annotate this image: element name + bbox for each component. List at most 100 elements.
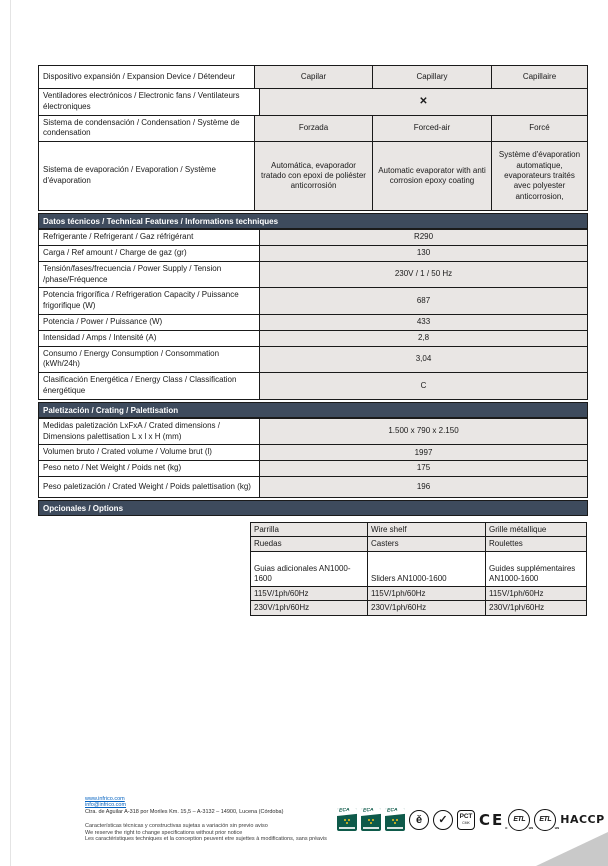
- table-row: Ventiladores electrónicos / Electronic f…: [39, 89, 587, 116]
- option-cell-fr: Grille métallique: [486, 522, 586, 537]
- value-cell: C: [260, 373, 587, 399]
- row-label: Potencia / Power / Puissance (W): [39, 314, 260, 330]
- crating-table: Medidas paletización LxFxA / Crated dime…: [38, 417, 588, 498]
- eca-certification-badge-icon: ECA: [337, 808, 357, 831]
- options-table: Parrilla Wire shelf Grille métallique Ru…: [250, 521, 587, 616]
- certification-logos: ECA ECA ECA ě ✓ РСТ CMK CE c ETL us ETL …: [337, 808, 605, 831]
- row-label: Sistema de evaporación / Evaporation / S…: [39, 142, 255, 211]
- table-row: Peso paletización / Crated Weight / Poid…: [39, 476, 587, 498]
- option-cell-es: Guias adicionales AN1000-1600: [251, 551, 368, 586]
- row-label: Consumo / Energy Consumption / Consommat…: [39, 346, 260, 373]
- table-row: Potencia frigorífica / Refrigeration Cap…: [39, 288, 587, 315]
- eca-certification-badge-icon: ECA: [385, 808, 405, 831]
- option-cell-en: Sliders AN1000-1600: [368, 551, 486, 586]
- option-cell-es: Parrilla: [251, 522, 368, 537]
- row-label: Carga / Ref amount / Charge de gaz (gr): [39, 245, 260, 261]
- table-row: Peso neto / Net Weight / Poids net (kg) …: [39, 461, 587, 477]
- option-cell-es: 230V/1ph/60Hz: [251, 601, 368, 615]
- gost-rst-mark-icon: РСТ CMK: [457, 809, 475, 830]
- section-header-technical: Datos técnicos / Technical Features / In…: [38, 213, 588, 230]
- row-label: Medidas paletización LxFxA / Crated dime…: [39, 418, 260, 445]
- value-cell: 1997: [260, 445, 587, 461]
- table-row: Clasificación Energética / Energy Class …: [39, 373, 587, 400]
- value-cell: 130: [260, 245, 587, 261]
- company-address: Ctra. de Aguilar A-318 por Moriles Km. 1…: [85, 808, 284, 815]
- table-row: Tensión/fases/frecuencia / Power Supply …: [39, 261, 587, 289]
- value-cell-en: Forced-air: [373, 115, 492, 142]
- option-cell-en: Casters: [368, 537, 486, 551]
- row-label: Clasificación Energética / Energy Class …: [39, 373, 260, 399]
- row-label: Tensión/fases/frecuencia / Power Supply …: [39, 261, 260, 288]
- table-row: Consumo / Energy Consumption / Consommat…: [39, 346, 587, 374]
- value-cell: 3,04: [260, 346, 587, 373]
- option-cell-es: 115V/1ph/60Hz: [251, 586, 368, 601]
- value-cell-fr: Forcé: [492, 115, 587, 142]
- table-row: Dispositivo expansión / Expansion Device…: [39, 66, 587, 89]
- ce-mark-icon: CE: [479, 810, 505, 829]
- table-row: Volumen bruto / Crated volume / Volume b…: [39, 445, 587, 462]
- option-cell-en: Wire shelf: [368, 522, 486, 537]
- value-cell: 1.500 x 790 x 2.150: [260, 418, 587, 445]
- website-link[interactable]: www.infrico.com: [85, 796, 125, 802]
- table-row: Sistema de condensación / Condensation /…: [39, 115, 587, 143]
- row-label: Volumen bruto / Crated volume / Volume b…: [39, 445, 260, 461]
- etl-mark-icon: ETL us: [534, 808, 559, 831]
- option-cell-fr: Roulettes: [486, 537, 586, 551]
- value-cell-es: Capilar: [255, 66, 373, 88]
- option-row: 230V/1ph/60Hz 230V/1ph/60Hz 230V/1ph/60H…: [251, 601, 586, 616]
- option-cell-fr: Guides supplémentaires AN1000-1600: [486, 551, 586, 586]
- row-label: Potencia frigorífica / Refrigeration Cap…: [39, 288, 260, 314]
- value-cell-en: Capillary: [373, 66, 492, 88]
- table-row: Refrigerante / Refrigerant / Gaz réfrigé…: [39, 230, 587, 246]
- eca-certification-badge-icon: ECA: [361, 808, 381, 831]
- page-scan-edge: [10, 0, 11, 866]
- value-cell: 687: [260, 288, 587, 314]
- spec-continuation-table: Dispositivo expansión / Expansion Device…: [38, 65, 588, 212]
- option-cell-en: 230V/1ph/60Hz: [368, 601, 486, 615]
- row-label: Sistema de condensación / Condensation /…: [39, 115, 255, 142]
- row-label: Refrigerante / Refrigerant / Gaz réfrigé…: [39, 230, 260, 245]
- cross-mark: ✕: [260, 89, 587, 115]
- value-cell-fr: Capillaire: [492, 66, 587, 88]
- option-cell-fr: 115V/1ph/60Hz: [486, 586, 586, 601]
- spec-document: Dispositivo expansión / Expansion Device…: [38, 65, 588, 616]
- section-header-options: Opcionales / Options: [38, 499, 588, 516]
- table-row: Medidas paletización LxFxA / Crated dime…: [39, 418, 587, 446]
- esc-certification-mark-icon: ě: [409, 809, 429, 830]
- section-header-crating: Paletización / Crating / Palettisation: [38, 401, 588, 418]
- option-cell-fr: 230V/1ph/60Hz: [486, 601, 586, 615]
- table-row: Potencia / Power / Puissance (W) 433: [39, 314, 587, 331]
- table-row: Sistema de evaporación / Evaporation / S…: [39, 142, 587, 212]
- row-label: Peso neto / Net Weight / Poids net (kg): [39, 461, 260, 476]
- disclaimer-en: We reserve the right to change specifica…: [85, 829, 243, 836]
- value-cell-es: Automática, evaporador tratado con epoxi…: [255, 142, 373, 211]
- table-row: Carga / Ref amount / Charge de gaz (gr) …: [39, 245, 587, 262]
- value-cell-es: Forzada: [255, 115, 373, 142]
- value-cell-en: Automatic evaporator with anti corrosion…: [373, 142, 492, 211]
- cetl-mark-icon: c ETL us: [505, 808, 533, 831]
- value-cell: R290: [260, 230, 587, 245]
- option-cell-es: Ruedas: [251, 537, 368, 551]
- technical-table: Refrigerante / Refrigerant / Gaz réfrigé…: [38, 229, 588, 400]
- option-row: Guias adicionales AN1000-1600 Sliders AN…: [251, 551, 586, 587]
- disclaimer-es: Características técnicas y constructivas…: [85, 823, 268, 830]
- table-row: Intensidad / Amps / Intensité (A) 2,8: [39, 330, 587, 347]
- value-cell-fr: Système d'évaporation automatique, evapo…: [492, 142, 587, 211]
- email-link[interactable]: info@infrico.com: [85, 802, 127, 809]
- disclaimer-fr: Les caractéristiques techniques et la co…: [85, 836, 327, 843]
- option-row: Ruedas Casters Roulettes: [251, 537, 586, 552]
- page-corner-fold: [536, 832, 608, 866]
- row-label: Ventiladores electrónicos / Electronic f…: [39, 89, 260, 115]
- value-cell: 175: [260, 461, 587, 476]
- value-cell: 2,8: [260, 330, 587, 346]
- value-cell: 230V / 1 / 50 Hz: [260, 261, 587, 288]
- row-label: Peso paletización / Crated Weight / Poid…: [39, 476, 260, 497]
- row-label: Dispositivo expansión / Expansion Device…: [39, 66, 255, 88]
- option-row: Parrilla Wire shelf Grille métallique: [251, 522, 586, 538]
- haccp-label: HACCP: [560, 813, 605, 826]
- row-label: Intensidad / Amps / Intensité (A): [39, 330, 260, 346]
- value-cell: 433: [260, 314, 587, 330]
- value-cell: 196: [260, 476, 587, 497]
- checkmark-certification-icon: ✓: [433, 809, 453, 830]
